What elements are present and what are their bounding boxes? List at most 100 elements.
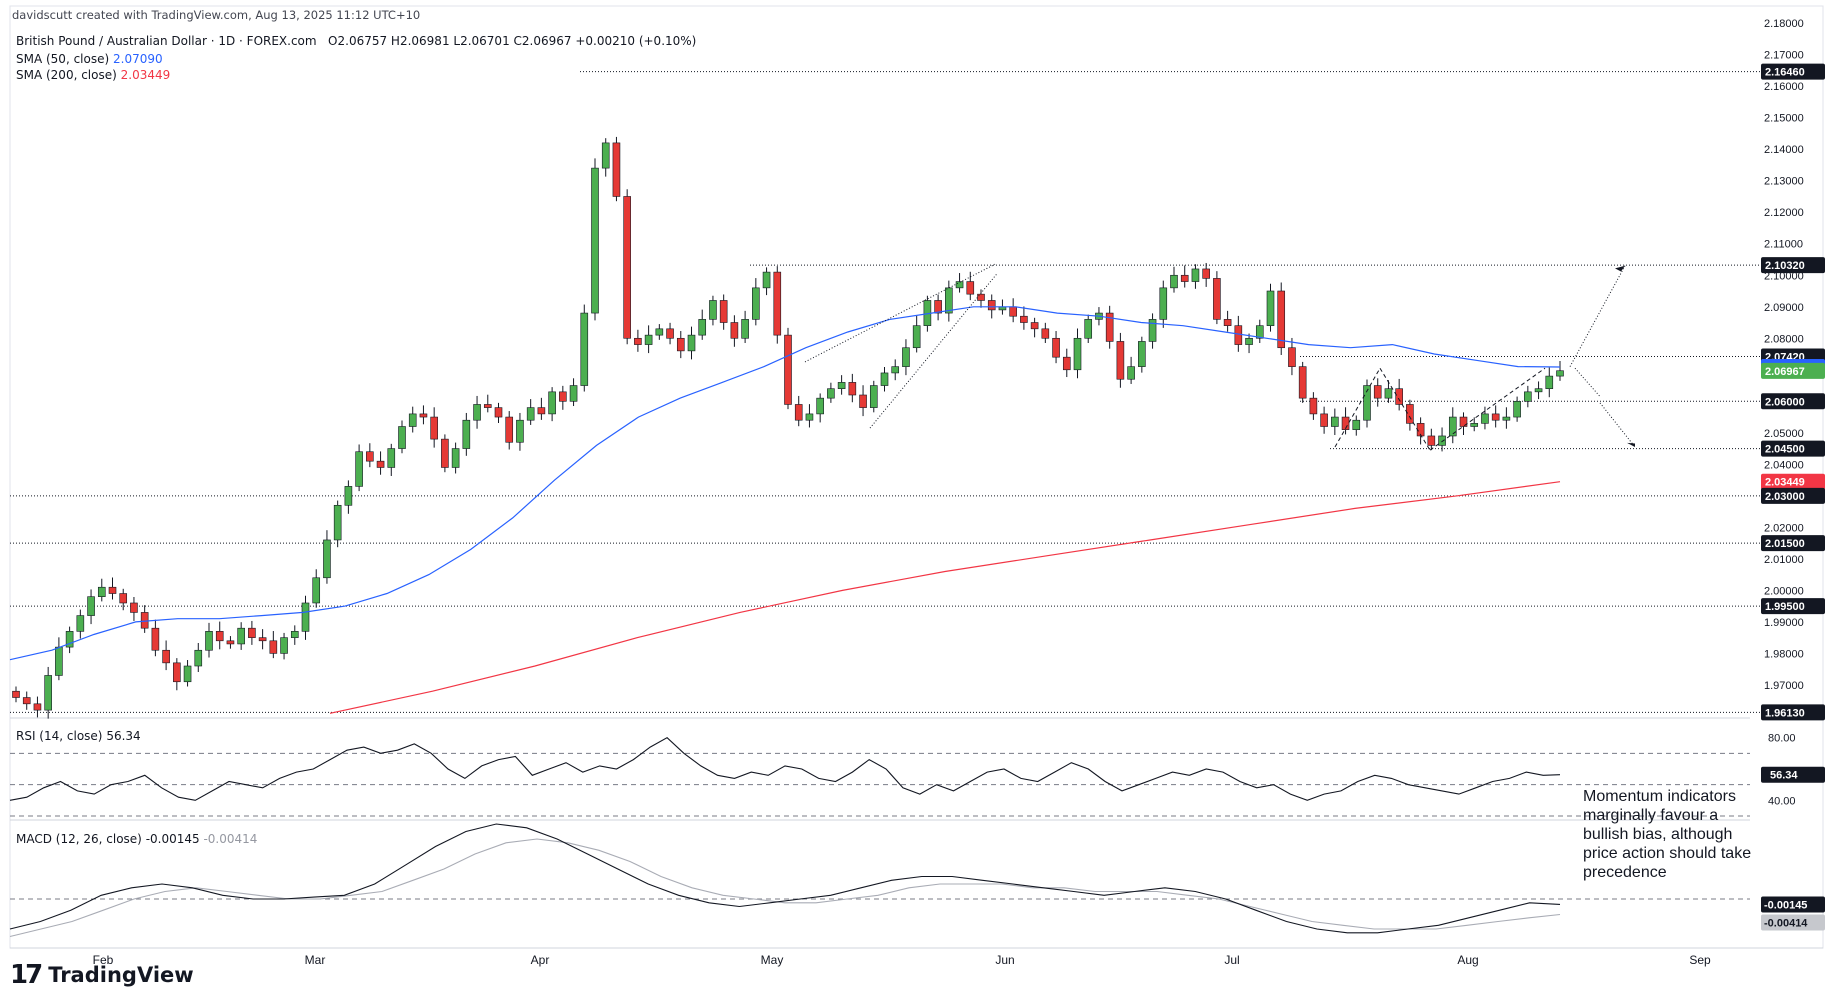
candle-body (408, 413, 417, 427)
arrow-head-up (1615, 265, 1625, 272)
candle (966, 271, 975, 301)
candle (1406, 399, 1414, 431)
candle (794, 395, 803, 427)
sma200-label: SMA (200, close) (16, 68, 117, 82)
candle-body (1159, 287, 1168, 320)
candle (1127, 356, 1135, 384)
macd-value-tag (1761, 896, 1825, 913)
candle (205, 622, 213, 658)
candle-body (473, 404, 481, 421)
candle (634, 329, 642, 352)
candle-body (1556, 370, 1564, 377)
tradingview-logo-text: TradingView (48, 963, 194, 987)
macd-label: MACD (12, 26, close) (16, 832, 142, 846)
candle-body (1438, 435, 1446, 446)
candle (1223, 310, 1232, 332)
tradingview-logo[interactable]: 17 TradingView (10, 960, 194, 990)
candle-body (505, 416, 514, 443)
candle-body (1309, 397, 1318, 415)
candle (655, 324, 664, 340)
candle-body (1470, 423, 1479, 427)
candle-body (537, 407, 546, 415)
candle-body (44, 675, 52, 711)
rsi-tick-label: 40.00 (1768, 795, 1796, 807)
x-tick-label: Jun (995, 953, 1014, 967)
candle (87, 589, 95, 625)
candle (65, 626, 74, 654)
candle-body (955, 281, 964, 289)
sma50-legend[interactable]: SMA (50, close) 2.07090 (16, 52, 163, 66)
candle (1062, 348, 1071, 378)
candle-body (462, 419, 471, 449)
rsi-legend[interactable]: RSI (14, close) 56.34 (16, 729, 141, 743)
candle-body (1363, 385, 1371, 421)
candle (44, 666, 52, 719)
macd-legend[interactable]: MACD (12, 26, close) -0.00145 -0.00414 (16, 832, 257, 846)
candle (1309, 392, 1318, 420)
candle-body (1030, 322, 1039, 330)
macd-value: -0.00145 (145, 832, 200, 846)
price-tag (1761, 393, 1825, 410)
price-tag (1761, 535, 1825, 552)
candle (773, 266, 782, 344)
candle (912, 315, 921, 353)
candle (977, 289, 985, 308)
candle-body (65, 631, 74, 648)
candle-body (880, 372, 889, 386)
candle (1041, 322, 1050, 344)
candle-body (130, 602, 138, 613)
candle (955, 273, 964, 293)
candle-body (1341, 416, 1350, 430)
candle (408, 406, 417, 433)
candle-body (205, 631, 213, 651)
candle-body (441, 438, 449, 468)
candle (280, 632, 288, 660)
candle-body (323, 539, 331, 579)
candle (1288, 337, 1296, 376)
y-tick-label: 2.11000 (1764, 239, 1803, 251)
candle-body (612, 142, 621, 197)
candle-body (183, 665, 192, 683)
sma200-legend[interactable]: SMA (200, close) 2.03449 (16, 68, 170, 82)
candle (859, 385, 867, 417)
candle (537, 397, 546, 420)
candle-body (655, 328, 664, 336)
candle-body (816, 397, 824, 415)
candle (752, 278, 760, 326)
macd-line (9, 823, 1561, 934)
candle-body (1266, 290, 1275, 326)
candle (516, 412, 524, 451)
candle (119, 588, 128, 611)
candle (580, 304, 589, 392)
y-tick-label: 2.02000 (1764, 522, 1804, 534)
candle-body (676, 337, 685, 352)
candle-body (1213, 278, 1221, 320)
candle (366, 443, 374, 468)
candle-body (1116, 341, 1125, 380)
candle (698, 309, 707, 340)
candle-body (1502, 416, 1511, 421)
candle (1202, 262, 1210, 287)
candle (591, 158, 599, 321)
candle (323, 530, 331, 584)
candle (12, 686, 20, 703)
candle (1534, 381, 1543, 400)
macd-signal-value: -0.00414 (203, 832, 258, 846)
candle (848, 373, 857, 403)
candle (269, 631, 278, 659)
candle-body (773, 271, 782, 336)
candle-body (977, 293, 985, 301)
candle (1191, 264, 1200, 289)
candle (215, 621, 224, 650)
candle (837, 375, 846, 395)
candle-body (1170, 274, 1178, 289)
candle-body (1352, 419, 1361, 430)
candle-body (1127, 366, 1135, 380)
candle (548, 387, 556, 422)
candle-body (151, 627, 160, 651)
candle-body (741, 319, 749, 339)
candle (162, 640, 170, 671)
candle-body (934, 300, 942, 314)
candle (1438, 427, 1446, 452)
